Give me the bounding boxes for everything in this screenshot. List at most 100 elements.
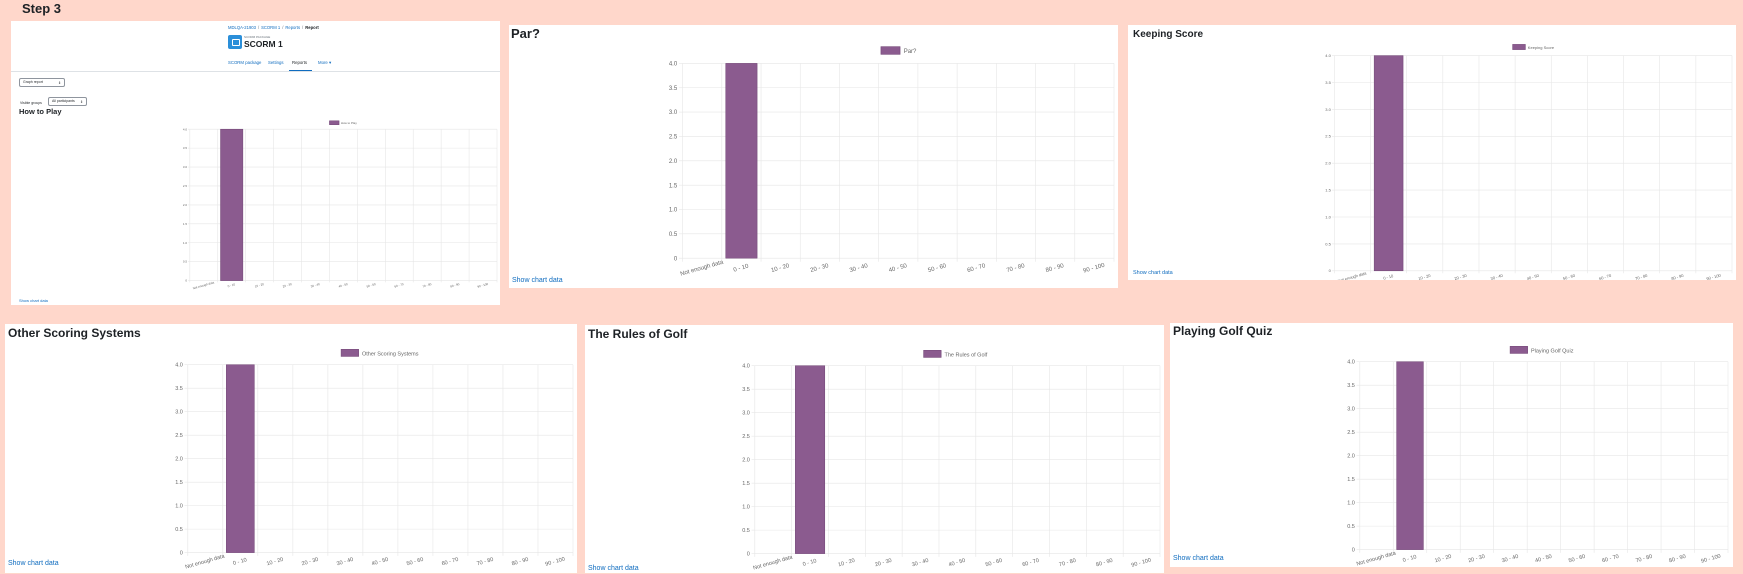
y-tick-label: 1.0 bbox=[1325, 214, 1331, 219]
y-tick-label: 1.5 bbox=[1325, 188, 1331, 193]
x-tick-label: 60 - 70 bbox=[1602, 554, 1620, 564]
bar-chart-keeping-score: Keeping Score 0 0.5 1.0 1.5 2.0 2.5 3.0 3.5 4.0 No… bbox=[1325, 44, 1733, 280]
chart-panel-par: Par? Par? 0 0.5 1.0 1.5 2.0 2.5 3.0 3.5 4.0 Not en… bbox=[509, 25, 1118, 288]
report-page-panel: MDLQA-21903/SCORM 1/Reports / Report SCORM… bbox=[11, 21, 500, 305]
tab-scorm-package[interactable]: SCORM package bbox=[228, 60, 262, 65]
chart-legend: Keeping Score bbox=[1512, 44, 1555, 50]
y-tick-label: 3.5 bbox=[175, 386, 183, 392]
scorm-package-icon bbox=[228, 35, 242, 49]
show-chart-data-link[interactable]: Show chart data bbox=[1173, 555, 1224, 562]
show-chart-data-link[interactable]: Show chart data bbox=[588, 565, 639, 572]
x-tick-label: Not enough data bbox=[1337, 270, 1368, 280]
y-tick-label: 1.5 bbox=[669, 183, 678, 189]
active-tab-indicator bbox=[289, 70, 312, 71]
x-tick-label: 90 - 100 bbox=[1700, 553, 1721, 564]
legend-swatch bbox=[1509, 346, 1528, 354]
x-tick-label: 70 - 80 bbox=[422, 282, 432, 289]
x-tick-label: 10 - 20 bbox=[266, 557, 284, 567]
x-tick-label: 60 - 70 bbox=[967, 263, 987, 274]
show-chart-data-link[interactable]: Show chart data bbox=[19, 298, 48, 303]
x-tick-label: 10 - 20 bbox=[838, 558, 856, 568]
x-tick-label: 10 - 20 bbox=[1418, 273, 1432, 280]
y-tick-label: 3.5 bbox=[669, 86, 678, 92]
y-tick-label: 0 bbox=[674, 256, 678, 262]
x-tick-label: Not enough data bbox=[185, 553, 227, 570]
legend-label: Playing Golf Quiz bbox=[1531, 348, 1574, 354]
y-tick-label: 2.5 bbox=[183, 184, 188, 188]
chevron-updown-icon: ⇕ bbox=[80, 100, 83, 104]
y-tick-label: 0 bbox=[1352, 548, 1355, 554]
y-tick-label: 1.5 bbox=[175, 480, 183, 486]
visible-groups-select[interactable]: All participants ⇕ bbox=[48, 97, 87, 106]
breadcrumb-item-scorm[interactable]: SCORM 1 bbox=[261, 25, 281, 30]
chart-legend: The Rules of Golf bbox=[923, 350, 988, 358]
y-tick-label: 3.5 bbox=[742, 387, 750, 393]
legend-swatch bbox=[340, 349, 359, 357]
x-tick-label: 20 - 30 bbox=[874, 558, 892, 568]
x-tick-label: 20 - 30 bbox=[301, 557, 319, 567]
x-tick-label: 70 - 80 bbox=[1059, 558, 1077, 568]
x-tick-label: 50 - 60 bbox=[406, 557, 424, 567]
chart-panel-rules-of-golf: The Rules of Golf The Rules of Golf 0 0.5 1… bbox=[585, 325, 1164, 573]
breadcrumb-item-course[interactable]: MDLQA-21903 bbox=[228, 25, 256, 30]
y-tick-label: 0 bbox=[180, 551, 183, 557]
y-tick-label: 1.0 bbox=[742, 505, 750, 511]
bar-chart-how-to-play: How to Play 0 0.5 1.0 1.5 2.0 2.5 3.0 3.5 4.0 Not … bbox=[183, 120, 498, 290]
x-tick-label: 20 - 30 bbox=[1454, 273, 1468, 280]
y-tick-label: 0.5 bbox=[175, 527, 183, 533]
x-tick-label: 60 - 70 bbox=[441, 557, 459, 567]
x-tick-label: 80 - 90 bbox=[450, 282, 460, 289]
x-tick-label: 90 - 100 bbox=[545, 556, 566, 567]
page-title: SCORM 1 bbox=[244, 39, 283, 49]
y-tick-label: 2.5 bbox=[175, 433, 183, 439]
chart-legend: Other Scoring Systems bbox=[340, 349, 419, 357]
x-tick-label: 0 - 10 bbox=[802, 558, 817, 568]
report-type-select[interactable]: Graph report ⇕ bbox=[19, 78, 65, 87]
x-tick-label: 60 - 70 bbox=[394, 282, 404, 289]
x-tick-label: 70 - 80 bbox=[1006, 263, 1026, 274]
x-tick-label: 30 - 40 bbox=[911, 558, 929, 568]
chart-title: The Rules of Golf bbox=[588, 327, 688, 341]
y-tick-label: 2.5 bbox=[742, 434, 750, 440]
y-tick-label: 3.5 bbox=[1347, 383, 1355, 389]
tab-more[interactable]: More ▾ bbox=[318, 60, 331, 66]
show-chart-data-link[interactable]: Show chart data bbox=[1133, 270, 1173, 276]
x-tick-label: 50 - 60 bbox=[366, 282, 376, 289]
x-tick-label: 90 - 100 bbox=[1706, 272, 1722, 280]
y-tick-label: 0.5 bbox=[1325, 241, 1331, 246]
x-tick-label: 40 - 50 bbox=[338, 282, 348, 289]
y-tick-label: 3.0 bbox=[1347, 407, 1355, 413]
show-chart-data-link[interactable]: Show chart data bbox=[8, 560, 59, 567]
chart-title: Keeping Score bbox=[1133, 29, 1204, 40]
y-tick-label: 0.5 bbox=[669, 232, 678, 238]
y-tick-label: 4.0 bbox=[1347, 360, 1355, 366]
tab-reports[interactable]: Reports bbox=[292, 60, 308, 65]
y-tick-label: 2.5 bbox=[1347, 430, 1355, 436]
breadcrumb-item-reports[interactable]: Reports bbox=[285, 25, 301, 30]
divider bbox=[11, 71, 500, 72]
y-tick-label: 1.0 bbox=[1347, 501, 1355, 507]
x-tick-label: 80 - 90 bbox=[1671, 273, 1685, 280]
x-tick-label: 30 - 40 bbox=[310, 282, 320, 289]
show-chart-data-link[interactable]: Show chart data bbox=[512, 277, 563, 284]
y-tick-label: 0 bbox=[185, 279, 187, 283]
x-tick-label: 40 - 50 bbox=[1535, 554, 1553, 564]
y-tick-label: 1.0 bbox=[175, 504, 183, 510]
y-tick-label: 3.5 bbox=[1325, 80, 1331, 85]
tab-more-label: More bbox=[318, 60, 328, 65]
y-tick-label: 1.0 bbox=[183, 241, 188, 245]
x-tick-label: Not enough data bbox=[753, 554, 795, 571]
y-tick-label: 4.0 bbox=[669, 62, 678, 68]
y-tick-label: 4.0 bbox=[175, 363, 183, 369]
breadcrumb: MDLQA-21903/SCORM 1/Reports / Report bbox=[228, 25, 319, 30]
y-tick-label: 3.0 bbox=[175, 410, 183, 416]
y-tick-label: 3.0 bbox=[183, 165, 188, 169]
chart-title: Playing Golf Quiz bbox=[1173, 324, 1273, 338]
y-tick-label: 0.5 bbox=[742, 528, 750, 534]
chevron-down-icon: ▾ bbox=[327, 60, 332, 65]
legend-label: How to Play bbox=[341, 121, 358, 125]
tab-settings[interactable]: Settings bbox=[268, 60, 284, 65]
x-tick-label: 40 - 50 bbox=[1526, 273, 1540, 280]
legend-label: Par? bbox=[904, 49, 917, 55]
y-tick-label: 4.0 bbox=[742, 364, 750, 370]
